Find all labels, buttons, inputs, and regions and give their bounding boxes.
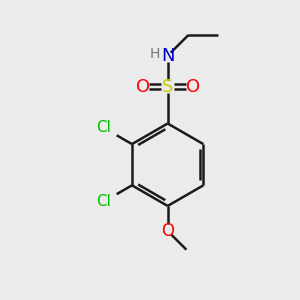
Text: Cl: Cl: [97, 120, 111, 135]
Text: O: O: [186, 78, 200, 96]
Text: O: O: [161, 222, 174, 240]
Text: N: N: [161, 47, 174, 65]
Text: S: S: [162, 78, 173, 96]
Text: O: O: [136, 78, 150, 96]
Text: Cl: Cl: [97, 194, 111, 209]
Text: H: H: [150, 47, 160, 61]
